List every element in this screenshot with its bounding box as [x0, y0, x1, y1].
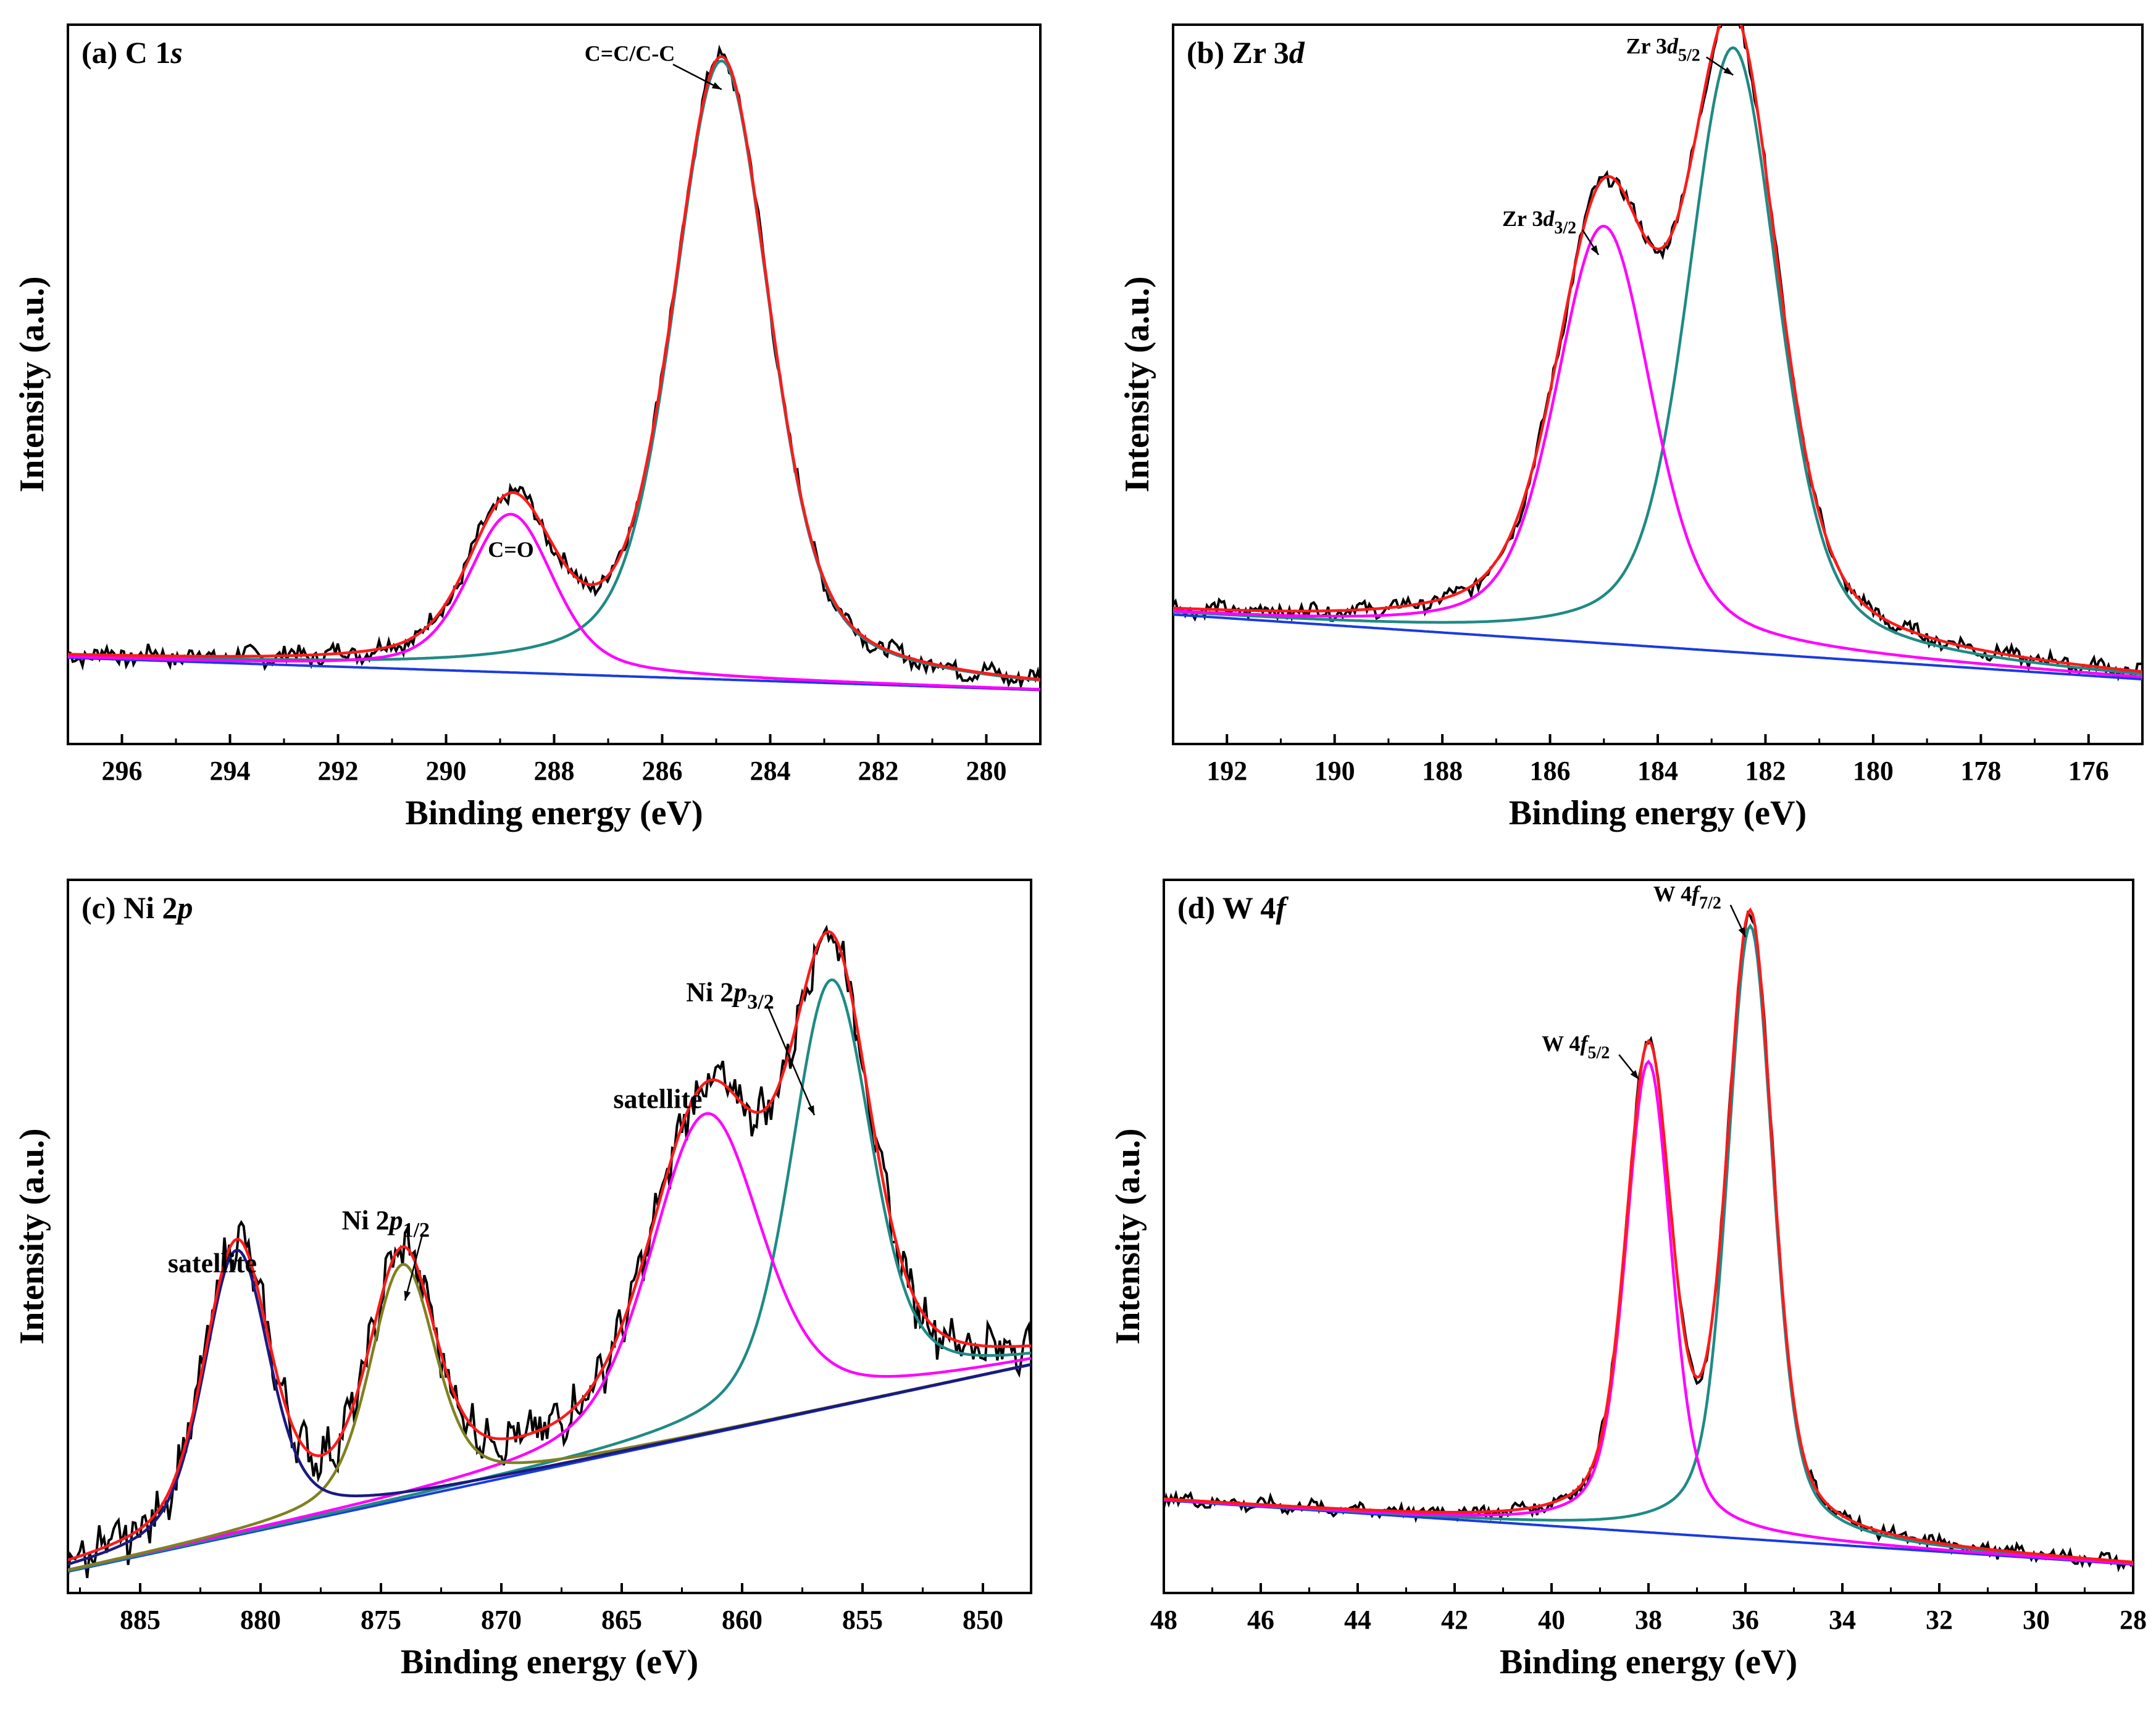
plot-frame: [67, 879, 1032, 1594]
annotation-arrowhead: [1723, 67, 1734, 75]
fit-envelope-line: [1173, 25, 2142, 674]
plot-area: [68, 924, 1031, 1578]
x-tick-label: 850: [963, 1605, 1003, 1635]
panel-d-w4f: 48 46 44 42 40 38 36 34 32 30 28 Binding energy (eV…: [1109, 879, 2147, 1681]
x-tick-label: 284: [750, 756, 791, 786]
plot-area: [1173, 25, 2142, 682]
x-tick-label: 282: [858, 756, 899, 786]
x-tick-label: 182: [1745, 756, 1786, 786]
x-tick-label: 184: [1637, 756, 1678, 786]
x-tick-label: 292: [318, 756, 359, 786]
x-axis-label: Binding energy (eV): [401, 1643, 698, 1681]
peak-annotation: Zr 3d3/2: [1502, 206, 1576, 238]
x-axis-label: Binding energy (eV): [405, 794, 703, 832]
annotation-arrowhead: [711, 82, 722, 90]
annotation-arrow: [404, 1232, 424, 1301]
x-tick-label: 28: [2120, 1605, 2147, 1635]
y-axis-label: Intensity (a.u.): [13, 1128, 51, 1344]
plot-area: [1164, 907, 2133, 1573]
x-axis-label: Binding energy (eV): [1500, 1643, 1797, 1681]
x-tick-label: 42: [1441, 1605, 1468, 1635]
x-tick-label: 30: [2023, 1605, 2050, 1635]
x-tick-label: 188: [1422, 756, 1463, 786]
x-tick-label: 875: [361, 1605, 401, 1635]
x-tick-label: 855: [842, 1605, 883, 1635]
annotation-arrowhead: [1738, 927, 1745, 937]
panel-title: (b) Zr 3d: [1187, 35, 1305, 70]
peak-annotation: C=C/C-C: [585, 41, 675, 65]
x-tick-label: 296: [102, 756, 143, 786]
annotation-arrowhead: [1630, 1070, 1639, 1080]
x-tick-label: 865: [601, 1605, 642, 1635]
annotation-arrowhead: [808, 1105, 814, 1116]
plot-area: [68, 44, 1040, 692]
annotation-arrow: [766, 1004, 816, 1116]
x-tick-label: 180: [1853, 756, 1894, 786]
panel-title: (c) Ni 2p: [81, 890, 193, 925]
panel-a-c1s: 296 294 292 290 288 286 284 282 280 Binding energ…: [13, 23, 1042, 832]
fit-component-line: [68, 1112, 1031, 1571]
x-tick-label: 40: [1538, 1605, 1565, 1635]
peak-annotation: W 4f7/2: [1653, 882, 1721, 913]
x-tick-label: 294: [210, 756, 251, 786]
x-tick-label: 186: [1530, 756, 1571, 786]
panel-b-zr3d: 192 190 188 186 184 182 180 178 176 Binding energ…: [1118, 23, 2144, 832]
panel-title: (d) W 4f: [1177, 890, 1289, 925]
y-axis-label: Intensity (a.u.): [1118, 276, 1156, 492]
background-line: [68, 656, 1040, 692]
fit-envelope-line: [1164, 907, 2133, 1564]
peak-annotation: Zr 3d5/2: [1626, 34, 1700, 65]
fit-envelope-line: [68, 55, 1040, 681]
fit-component-line: [68, 512, 1040, 691]
x-tick-label: 46: [1247, 1605, 1274, 1635]
peak-annotation: W 4f5/2: [1542, 1031, 1610, 1063]
peak-annotation: satellite: [168, 1248, 257, 1278]
x-tick-label: 38: [1635, 1605, 1662, 1635]
panel-title: (a) C 1s: [81, 35, 183, 70]
x-tick-label: 48: [1150, 1605, 1177, 1635]
x-tick-label: 288: [534, 756, 575, 786]
annotation-arrowhead: [404, 1290, 411, 1301]
annotation-arrowhead: [1590, 245, 1599, 255]
x-tick-label: 192: [1206, 756, 1247, 786]
fit-component-line: [68, 1248, 1031, 1566]
x-tick-label: 870: [481, 1605, 522, 1635]
panel-c-ni2p: 885 880 875 870 865 860 855 850 Binding energy (…: [13, 879, 1032, 1681]
peak-annotation: Ni 2p3/2: [686, 977, 774, 1013]
fit-component-line: [68, 978, 1031, 1573]
background-line: [1173, 613, 2142, 681]
x-tick-label: 280: [966, 756, 1007, 786]
x-tick-label: 34: [1829, 1605, 1856, 1635]
x-tick-label: 885: [120, 1605, 161, 1635]
x-tick-label: 44: [1344, 1605, 1371, 1635]
x-tick-label: 178: [1960, 756, 2001, 786]
x-axis-label: Binding energy (eV): [1509, 794, 1807, 832]
x-tick-label: 290: [426, 756, 467, 786]
peak-annotation: Ni 2p1/2: [342, 1205, 430, 1242]
peak-annotation: C=O: [488, 537, 534, 562]
x-tick-label: 880: [240, 1605, 281, 1635]
peak-annotation: satellite: [613, 1084, 702, 1114]
fit-component-line: [1173, 225, 2142, 679]
x-tick-label: 32: [1926, 1605, 1953, 1635]
x-tick-label: 36: [1732, 1605, 1759, 1635]
x-tick-label: 190: [1314, 756, 1355, 786]
x-tick-label: 176: [2068, 756, 2109, 786]
x-tick-label: 286: [642, 756, 683, 786]
fit-component-line: [1173, 46, 2142, 675]
y-axis-label: Intensity (a.u.): [13, 276, 51, 492]
y-axis-label: Intensity (a.u.): [1109, 1128, 1147, 1344]
fit-envelope-line: [68, 930, 1031, 1561]
x-tick-label: 860: [722, 1605, 763, 1635]
